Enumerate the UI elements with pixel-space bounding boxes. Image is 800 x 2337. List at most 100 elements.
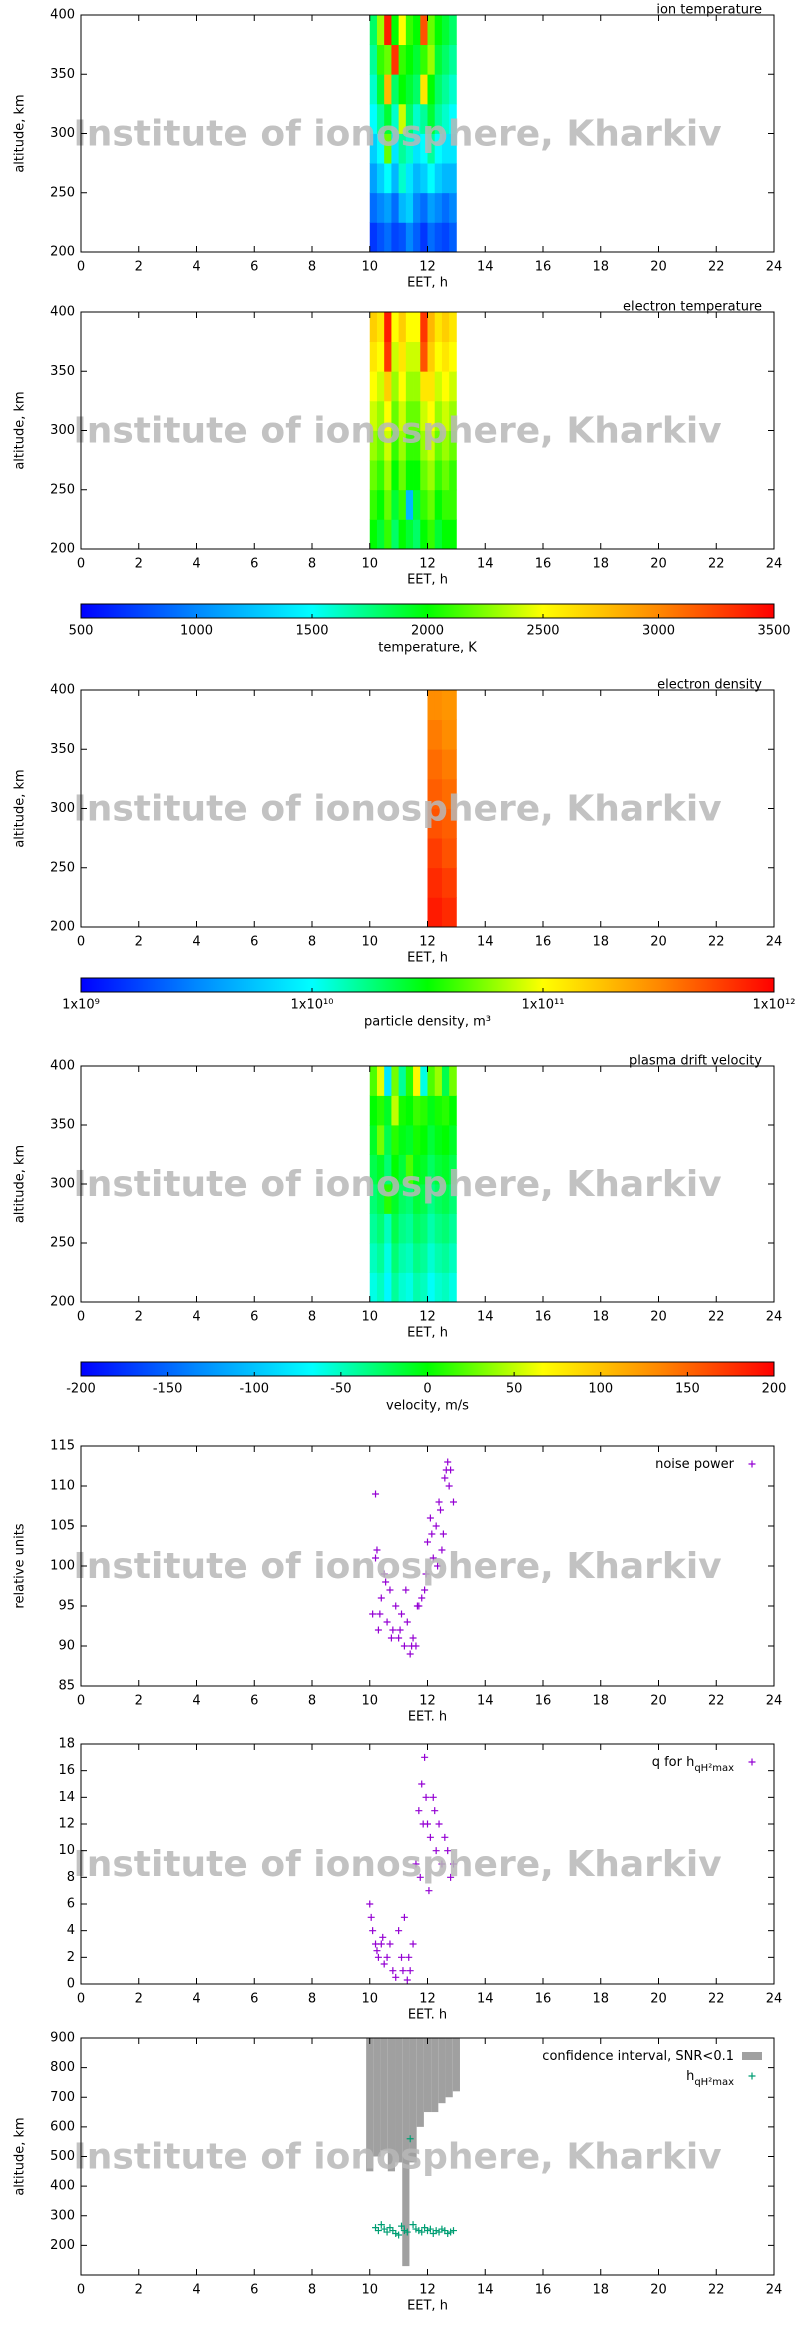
- heatmap-cell: [413, 1184, 421, 1214]
- heatmap-cell: [441, 838, 450, 869]
- heatmap-cell: [376, 192, 385, 223]
- heatmap-cell: [405, 1095, 414, 1126]
- heatmap-cell: [398, 1066, 407, 1096]
- heatmap-cell: [369, 74, 378, 105]
- heatmap-cell: [405, 15, 414, 46]
- colorbar-tick-label: -100: [239, 1382, 269, 1397]
- x-tick-label: 6: [250, 1694, 258, 1709]
- heatmap-cell: [427, 749, 436, 780]
- y-tick-label: 115: [50, 1439, 75, 1454]
- heatmap-cell: [398, 133, 407, 164]
- heatmap-cell: [427, 808, 436, 839]
- heatmap-cell: [434, 778, 443, 809]
- scatter-point: [409, 2221, 417, 2229]
- y-tick-label: 250: [50, 860, 75, 875]
- x-axis-label: EET, h: [407, 2299, 448, 2314]
- heatmap-cell: [413, 312, 421, 343]
- heatmap-cell: [413, 1213, 421, 1244]
- heatmap-cell: [369, 163, 378, 194]
- x-tick-label: 22: [708, 1992, 725, 2007]
- heatmap-cell: [369, 222, 378, 252]
- heatmap-cell: [441, 1272, 450, 1302]
- heatmap-cell: [405, 1243, 414, 1273]
- scatter-point: [438, 1860, 446, 1868]
- x-tick-label: 6: [250, 2283, 258, 2298]
- heatmap-cell: [369, 133, 378, 164]
- heatmap-cell: [441, 489, 450, 520]
- heatmap-cell: [384, 163, 392, 194]
- heatmap-cell: [434, 867, 443, 898]
- confidence-band: [423, 2038, 432, 2113]
- scatter-point: [372, 1490, 380, 1498]
- heatmap-cell: [398, 460, 407, 491]
- y-tick-label: 400: [50, 305, 75, 320]
- scatter-point: [412, 1860, 420, 1868]
- heatmap-cell: [398, 1095, 407, 1126]
- x-tick-label: 12: [419, 260, 436, 275]
- heatmap-cell: [384, 1154, 392, 1185]
- x-tick-label: 24: [766, 1694, 783, 1709]
- x-tick-label: 4: [192, 2283, 200, 2298]
- scatter-point: [447, 1873, 455, 1881]
- scatter-point: [436, 1506, 444, 1514]
- heatmap-cell: [434, 1154, 443, 1185]
- heatmap-cell: [384, 44, 392, 75]
- scatter-point: [432, 1522, 440, 1530]
- y-tick-label: 250: [50, 1236, 75, 1251]
- y-axis-label: altitude, km: [13, 1145, 28, 1223]
- scatter-point: [383, 1618, 391, 1626]
- heatmap-cell: [420, 371, 428, 402]
- heatmap-cell: [420, 1272, 428, 1302]
- heatmap-cell: [441, 1213, 450, 1244]
- heatmap-cell: [449, 371, 457, 402]
- heatmap-cell: [398, 1125, 407, 1155]
- heatmap-cell: [369, 1066, 378, 1096]
- y-tick-label: 100: [50, 1559, 75, 1574]
- heatmap-cell: [398, 1213, 407, 1244]
- chart-title: electron density: [657, 678, 762, 693]
- x-tick-label: 6: [250, 557, 258, 572]
- heatmap-cell: [405, 163, 414, 194]
- x-tick-label: 14: [477, 557, 494, 572]
- scatter-point: [395, 2231, 403, 2239]
- scatter-point: [445, 1482, 453, 1490]
- y-axis-label: relative units: [13, 1523, 28, 1608]
- heatmap-cell: [369, 1272, 378, 1302]
- scatter-point: [439, 1530, 447, 1538]
- x-tick-label: 10: [361, 2283, 378, 2298]
- scatter-point: [429, 1554, 437, 1562]
- heatmap-cell: [427, 341, 436, 372]
- heatmap-cell: [398, 15, 407, 46]
- heatmap-cell: [384, 460, 392, 491]
- heatmap-cell: [441, 15, 450, 46]
- colorbar-label: particle density, m³: [364, 1015, 491, 1030]
- heatmap-cell: [427, 838, 436, 869]
- scatter-point: [377, 1594, 385, 1602]
- heatmap-cell: [369, 1095, 378, 1126]
- x-tick-label: 14: [477, 1694, 494, 1709]
- x-tick-label: 2: [135, 2283, 143, 2298]
- x-tick-label: 24: [766, 2283, 783, 2298]
- y-tick-label: 2: [67, 1950, 75, 1965]
- x-tick-label: 0: [77, 1694, 85, 1709]
- legend-marker: [748, 1758, 756, 1766]
- heatmap-cell: [420, 312, 428, 343]
- heatmap-cell: [413, 460, 421, 491]
- heatmap-cell: [413, 192, 421, 223]
- x-tick-label: 2: [135, 260, 143, 275]
- heatmap-cell: [384, 192, 392, 223]
- confidence-band: [452, 2038, 460, 2092]
- scatter-point: [413, 1602, 421, 1610]
- x-tick-label: 12: [419, 557, 436, 572]
- heatmap-cell: [376, 519, 385, 549]
- heatmap-cell: [427, 1184, 436, 1214]
- heatmap-cell: [434, 400, 443, 431]
- heatmap-cell: [376, 1272, 385, 1302]
- scatter-point: [398, 1610, 406, 1618]
- heatmap-cell: [398, 1272, 407, 1302]
- y-tick-label: 0: [67, 1977, 75, 1992]
- heatmap-cell: [449, 897, 457, 927]
- colorbar-tick-label: 500: [69, 624, 94, 639]
- heatmap-cell: [427, 1243, 436, 1273]
- scatter-point: [373, 1947, 381, 1955]
